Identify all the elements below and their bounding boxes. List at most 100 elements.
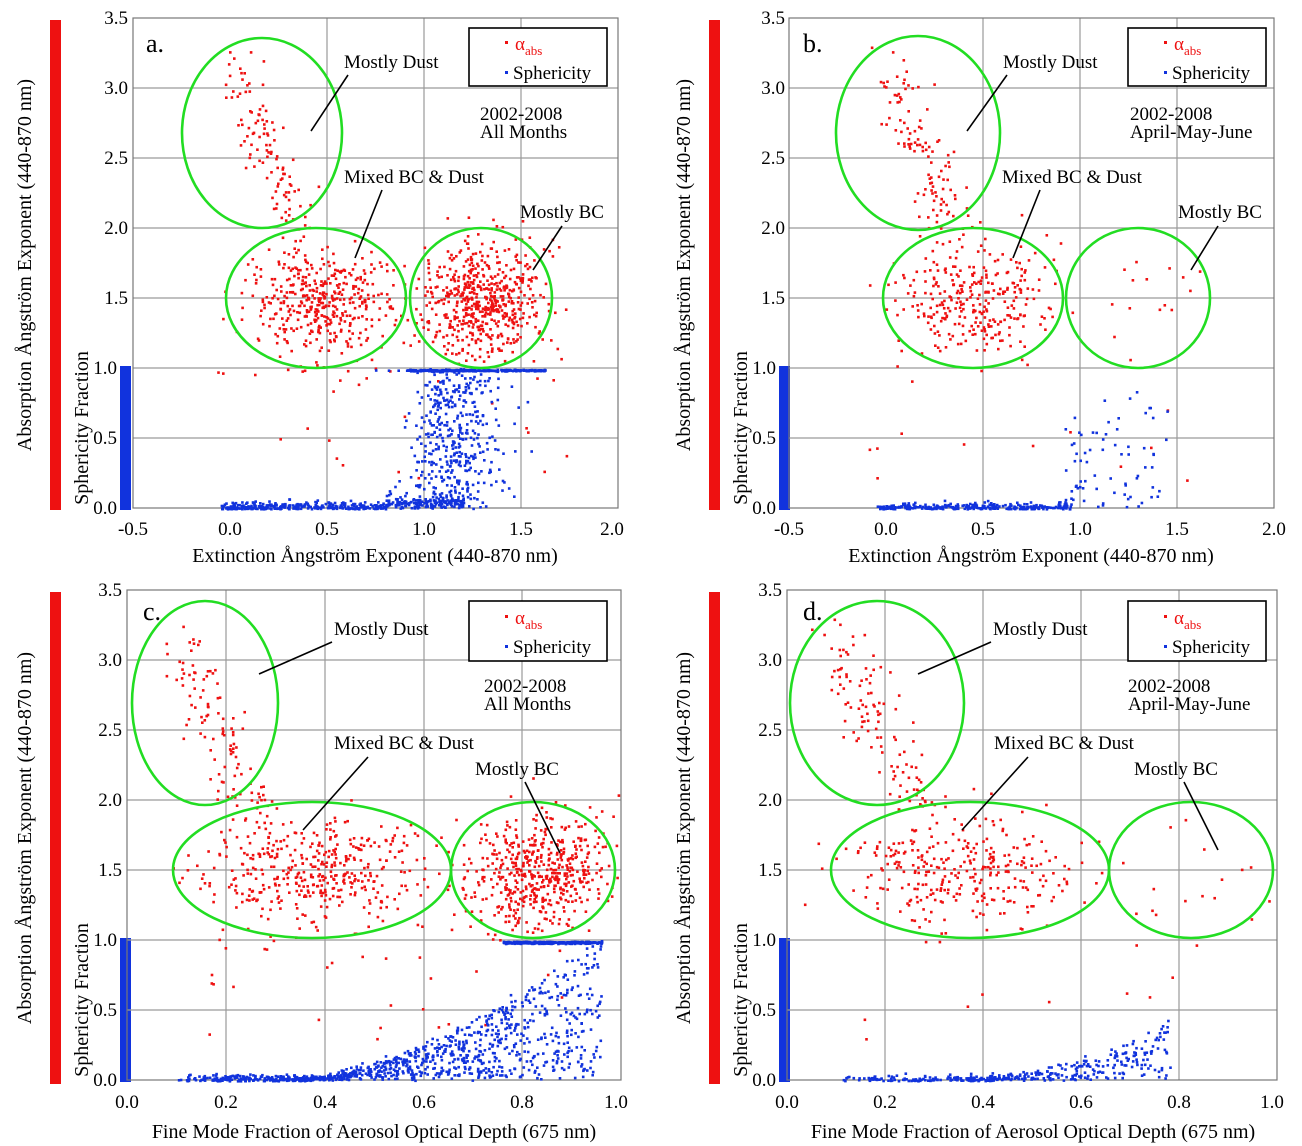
sphericity-point: [471, 455, 475, 459]
sphericity-point: [476, 498, 479, 501]
abs-point: [516, 324, 520, 327]
sphericity-point: [389, 1071, 392, 1075]
sphericity-point: [588, 987, 592, 991]
abs-point: [288, 207, 291, 211]
abs-point: [530, 837, 534, 840]
abs-point: [301, 913, 304, 916]
abs-point: [489, 294, 493, 298]
abs-point: [313, 865, 317, 868]
abs-point: [258, 855, 262, 858]
abs-point: [470, 338, 474, 341]
abs-point: [326, 245, 329, 249]
abs-point: [454, 269, 458, 273]
sphericity-point: [1013, 505, 1016, 508]
abs-point: [332, 829, 336, 833]
sphericity-point: [596, 1004, 599, 1008]
abs-point: [1198, 270, 1202, 273]
abs-point: [516, 338, 519, 341]
abs-point: [935, 304, 939, 308]
abs-point: [341, 900, 344, 904]
sphericity-point: [553, 1052, 556, 1055]
abs-point: [550, 826, 553, 829]
abs-point: [1020, 267, 1023, 271]
abs-point: [486, 312, 490, 316]
abs-point: [203, 882, 207, 885]
sphericity-point: [944, 505, 947, 508]
sphericity-point: [491, 435, 494, 438]
abs-point: [975, 316, 978, 320]
abs-point: [267, 151, 270, 154]
abs-point: [489, 337, 493, 341]
abs-point: [542, 906, 545, 910]
sphericity-point: [409, 1052, 412, 1055]
sphericity-point: [473, 405, 477, 408]
sphericity-point: [435, 426, 438, 429]
abs-point: [578, 896, 582, 900]
sphericity-point: [544, 991, 547, 995]
abs-point: [497, 310, 501, 314]
abs-point: [304, 276, 308, 279]
abs-point: [509, 795, 513, 798]
abs-point: [337, 292, 340, 295]
abs-point: [501, 314, 505, 318]
abs-point: [960, 245, 964, 249]
sphericity-point: [456, 417, 459, 420]
legend-abs-marker: [1164, 41, 1167, 44]
sphericity-point: [426, 369, 429, 372]
abs-point: [297, 304, 301, 308]
sphericity-point: [454, 499, 457, 502]
abs-point: [975, 349, 979, 352]
abs-point: [959, 291, 962, 295]
sphericity-point: [384, 507, 388, 511]
sphericity-point: [461, 438, 465, 441]
abs-point: [973, 281, 976, 284]
abs-point: [295, 875, 299, 879]
sphericity-point: [446, 476, 450, 479]
abs-point: [485, 296, 488, 299]
sphericity-point: [420, 396, 424, 399]
abs-point: [364, 307, 368, 311]
abs-point: [514, 900, 517, 904]
abs-point: [1018, 261, 1021, 265]
abs-point: [241, 727, 245, 730]
sphericity-point: [1040, 504, 1044, 508]
abs-point: [306, 261, 309, 265]
abs-point: [476, 285, 480, 289]
sphericity-point: [491, 1051, 495, 1055]
abs-point: [413, 334, 416, 337]
abs-point: [952, 214, 955, 218]
sphericity-point: [477, 1075, 481, 1078]
abs-point: [478, 355, 482, 359]
sphericity-point: [444, 412, 448, 416]
abs-point: [342, 880, 345, 883]
sphericity-point: [519, 1057, 522, 1061]
abs-point: [220, 780, 224, 784]
abs-point: [513, 890, 516, 894]
abs-point: [501, 905, 504, 909]
abs-point: [1019, 279, 1022, 282]
abs-point: [359, 859, 363, 862]
sphericity-point: [905, 507, 909, 511]
abs-point: [955, 301, 959, 304]
sphericity-point: [458, 491, 461, 495]
abs-point: [263, 127, 266, 130]
abs-point: [491, 277, 494, 280]
abs-point: [301, 370, 304, 373]
sphericity-point: [232, 502, 236, 506]
abs-point: [551, 922, 554, 925]
abs-point: [920, 302, 923, 306]
abs-point: [456, 288, 460, 291]
abs-point: [492, 843, 495, 847]
sphericity-point: [420, 1063, 423, 1067]
abs-point: [354, 285, 358, 288]
sphericity-point: [557, 1041, 561, 1045]
sphericity-point: [462, 1061, 466, 1064]
sphericity-point: [476, 415, 479, 418]
sphericity-point: [1142, 446, 1146, 450]
abs-point: [461, 349, 464, 352]
sphericity-point: [422, 1047, 425, 1050]
sphericity-point: [288, 504, 292, 507]
abs-point: [400, 884, 403, 888]
abs-point: [267, 301, 271, 304]
abs-point: [506, 867, 509, 870]
